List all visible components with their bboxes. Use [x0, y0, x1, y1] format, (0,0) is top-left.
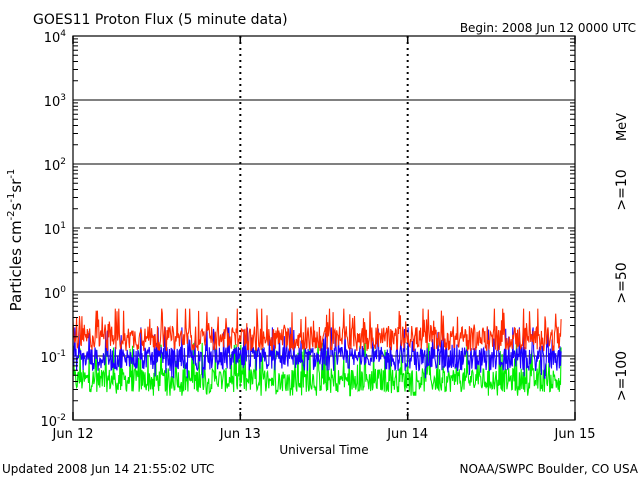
legend-entry-ge100: >=100 — [614, 351, 630, 401]
legend-entry-ge50: >=50 — [614, 262, 630, 303]
y-minor-ticks — [73, 38, 575, 402]
legend-entry-ge10: >=10 — [614, 169, 630, 210]
y-tick-label: 102 — [44, 157, 66, 174]
series-line-ge100 — [72, 342, 562, 397]
x-tick-label: Jun 13 — [219, 427, 261, 442]
begin-label: Begin: 2008 Jun 12 0000 UTC — [460, 21, 636, 35]
legend-unit: MeV — [615, 113, 630, 141]
axis-ticks — [72, 36, 576, 420]
y-axis-label: Particles cm-2s-1sr-1 — [6, 169, 25, 312]
chart-title: GOES11 Proton Flux (5 minute data) — [33, 12, 288, 28]
y-tick-label: 101 — [44, 221, 66, 238]
updated-label: Updated 2008 Jun 14 21:55:02 UTC — [2, 462, 214, 476]
x-major-ticks — [72, 36, 576, 420]
series-layer — [72, 308, 562, 397]
x-tick-labels: Jun 12 Jun 13 Jun 14 Jun 15 — [52, 427, 596, 442]
x-tick-label: Jun 15 — [554, 427, 596, 442]
series-line-ge10 — [72, 308, 562, 352]
gridlines — [73, 99, 575, 357]
y-tick-labels: 104 103 102 101 100 10-1 10-2 — [40, 29, 66, 430]
y-tick-label: 103 — [44, 93, 66, 110]
x-tick-label: Jun 12 — [52, 427, 94, 442]
plot-frame — [72, 35, 576, 421]
x-tick-label: Jun 14 — [386, 427, 428, 442]
y-tick-label: 100 — [44, 285, 67, 302]
y-tick-label: 10-1 — [40, 349, 66, 366]
y-tick-label: 10-2 — [40, 413, 66, 430]
x-axis-label: Universal Time — [279, 443, 368, 457]
legend: MeV >=10 >=50 >=100 — [614, 113, 630, 401]
y-tick-label: 104 — [44, 29, 67, 46]
credit-label: NOAA/SWPC Boulder, CO USA — [460, 462, 639, 476]
